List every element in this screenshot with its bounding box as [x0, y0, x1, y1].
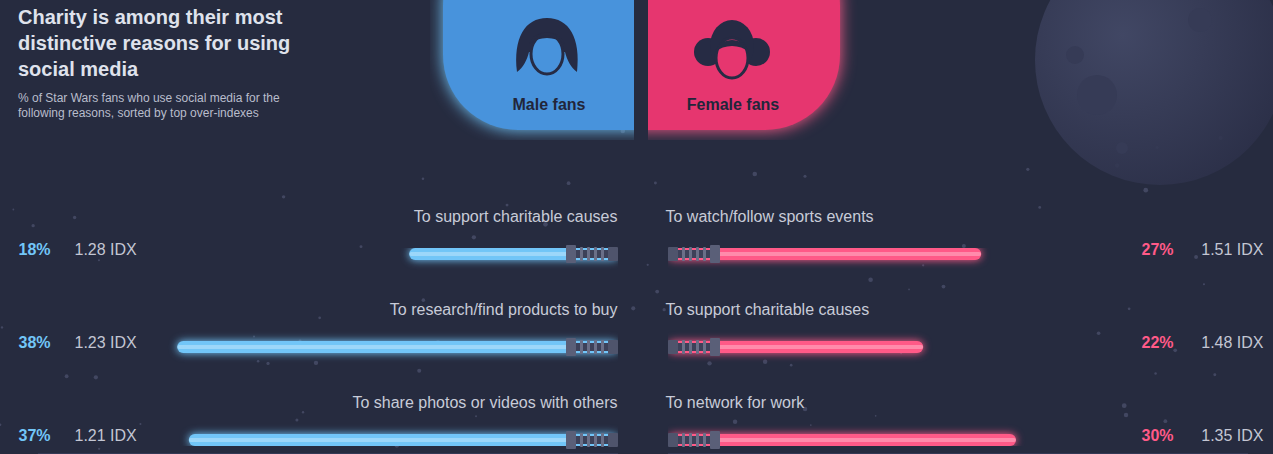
svg-text:1.23 IDX: 1.23 IDX: [75, 334, 138, 351]
svg-text:27%: 27%: [1142, 241, 1174, 258]
svg-text:18%: 18%: [19, 241, 51, 258]
svg-text:To support charitable causes: To support charitable causes: [414, 208, 618, 225]
svg-text:1.51 IDX: 1.51 IDX: [1201, 241, 1264, 258]
svg-text:22%: 22%: [1142, 334, 1174, 351]
svg-text:To share photos or videos with: To share photos or videos with others: [352, 394, 617, 411]
svg-text:To network for work: To network for work: [666, 394, 806, 411]
svg-text:To support charitable causes: To support charitable causes: [666, 301, 870, 318]
svg-text:Male fans: Male fans: [513, 96, 586, 113]
html-text:Charity is among their most di: Charity is among their most distinctive …: [18, 6, 291, 80]
svg-text:To watch/follow sports events: To watch/follow sports events: [666, 208, 874, 225]
svg-text:To research/find products to b: To research/find products to buy: [390, 301, 618, 318]
svg-text:30%: 30%: [1142, 427, 1174, 444]
svg-text:Female fans: Female fans: [687, 96, 780, 113]
svg-text:1.21 IDX: 1.21 IDX: [75, 427, 138, 444]
svg-text:37%: 37%: [19, 427, 51, 444]
svg-text:1.48 IDX: 1.48 IDX: [1201, 334, 1264, 351]
svg-text:1.28 IDX: 1.28 IDX: [75, 241, 138, 258]
svg-text:38%: 38%: [19, 334, 51, 351]
svg-text:1.35 IDX: 1.35 IDX: [1201, 427, 1264, 444]
html-text:% of Star Wars fans who use so: % of Star Wars fans who use social media…: [18, 91, 280, 120]
